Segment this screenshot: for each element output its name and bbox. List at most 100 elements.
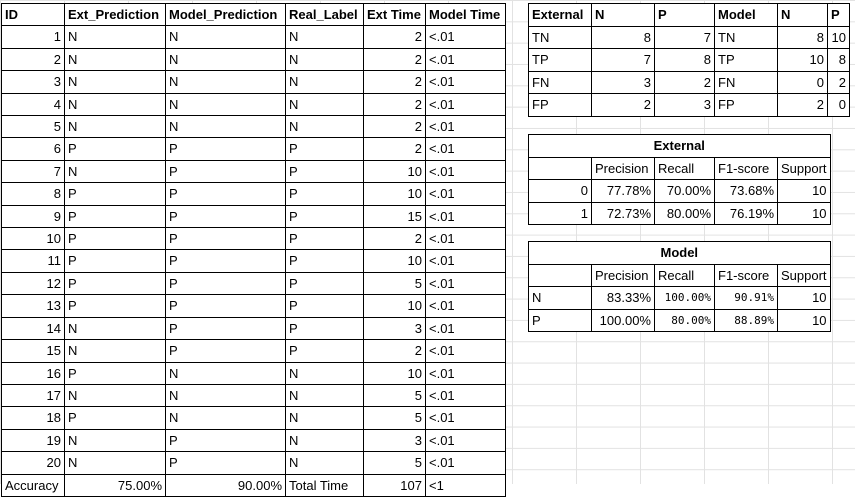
id-cell[interactable]: 18	[1, 406, 65, 430]
metric-label-cell[interactable]: 1	[528, 201, 592, 225]
model-time-cell[interactable]: <.01	[425, 47, 506, 72]
model-prediction-cell[interactable]: P	[165, 204, 286, 229]
id-cell[interactable]: 9	[1, 204, 65, 229]
model-header-recall[interactable]: Recall	[654, 263, 715, 287]
real-label-cell[interactable]: P	[285, 137, 364, 161]
precision-cell[interactable]: 77.78%	[591, 179, 655, 203]
metric-label-cell[interactable]: P	[528, 308, 592, 332]
id-cell[interactable]: 4	[1, 92, 65, 117]
ext-time-cell[interactable]: 10	[363, 249, 426, 273]
model-time-cell[interactable]: <.01	[425, 92, 506, 117]
model-time-cell[interactable]: <.01	[425, 137, 506, 161]
model-prediction-cell[interactable]: P	[165, 271, 286, 296]
ext-prediction-cell[interactable]: P	[64, 249, 166, 273]
support-cell[interactable]: 10	[777, 308, 831, 332]
model-time-cell[interactable]: <.01	[425, 159, 506, 184]
confusion-ext-n-cell[interactable]: 7	[591, 48, 655, 72]
ext-prediction-cell[interactable]: P	[64, 361, 166, 385]
model-time-cell[interactable]: <.01	[425, 70, 506, 94]
real-label-cell[interactable]: N	[285, 70, 364, 94]
ext-prediction-cell[interactable]: N	[64, 92, 166, 117]
confusion-ext-n-cell[interactable]: 8	[591, 25, 655, 49]
ext-prediction-cell[interactable]: P	[64, 294, 166, 318]
precision-cell[interactable]: 83.33%	[591, 286, 655, 310]
ext-time-cell[interactable]: 2	[363, 70, 426, 94]
id-cell[interactable]: 7	[1, 159, 65, 184]
model-time-cell[interactable]: <.01	[425, 294, 506, 318]
model-prediction-cell[interactable]: P	[165, 339, 286, 363]
precision-cell[interactable]: 72.73%	[591, 201, 655, 225]
real-label-cell[interactable]: P	[285, 249, 364, 273]
metric-label-cell[interactable]: N	[528, 286, 592, 310]
support-cell[interactable]: 10	[777, 179, 831, 203]
model-prediction-cell[interactable]: P	[165, 159, 286, 184]
confusion-model-p-cell[interactable]: 0	[827, 93, 850, 117]
real-label-cell[interactable]: P	[285, 271, 364, 296]
model-header-f1[interactable]: F1-score	[714, 263, 778, 287]
ext-prediction-cell[interactable]: N	[64, 316, 166, 341]
confusion-ext-n-cell[interactable]: 3	[591, 70, 655, 94]
ext-prediction-cell[interactable]: P	[64, 204, 166, 229]
model-prediction-cell[interactable]: P	[165, 294, 286, 318]
model-time-cell[interactable]: <.01	[425, 249, 506, 273]
confusion-model-label-cell[interactable]: FN	[714, 70, 778, 94]
confusion-model-p-cell[interactable]: 2	[827, 70, 850, 94]
header-model-time[interactable]: Model Time	[425, 2, 506, 27]
ext-time-cell[interactable]: 2	[363, 25, 426, 49]
recall-cell[interactable]: 80.00%	[654, 201, 715, 225]
real-label-cell[interactable]: N	[285, 383, 364, 408]
confusion-header-model[interactable]: Model	[714, 3, 778, 27]
model-time-cell[interactable]: <.01	[425, 204, 506, 229]
ext-time-cell[interactable]: 15	[363, 204, 426, 229]
ext-time-cell[interactable]: 10	[363, 361, 426, 385]
external-header-support[interactable]: Support	[777, 156, 831, 180]
ext-time-cell[interactable]: 10	[363, 159, 426, 184]
real-label-cell[interactable]: P	[285, 204, 364, 229]
precision-cell[interactable]: 100.00%	[591, 308, 655, 332]
model-metrics-title[interactable]: Model	[528, 241, 831, 265]
support-cell[interactable]: 10	[777, 286, 831, 310]
ext-prediction-cell[interactable]: P	[64, 182, 166, 206]
id-cell[interactable]: 15	[1, 339, 65, 363]
confusion-model-label-cell[interactable]: FP	[714, 93, 778, 117]
model-prediction-cell[interactable]: N	[165, 361, 286, 385]
ext-total-time-cell[interactable]: 107	[363, 473, 426, 497]
ext-time-cell[interactable]: 10	[363, 294, 426, 318]
ext-time-cell[interactable]: 5	[363, 271, 426, 296]
id-cell[interactable]: 17	[1, 383, 65, 408]
confusion-ext-p-cell[interactable]: 8	[654, 48, 715, 72]
real-label-cell[interactable]: N	[285, 451, 364, 475]
id-cell[interactable]: 19	[1, 428, 65, 453]
external-metrics-title[interactable]: External	[528, 134, 831, 158]
model-time-cell[interactable]: <.01	[425, 316, 506, 341]
model-time-cell[interactable]: <.01	[425, 227, 506, 251]
confusion-model-p-cell[interactable]: 8	[827, 48, 850, 72]
recall-cell[interactable]: 100.00%	[654, 286, 715, 310]
ext-time-cell[interactable]: 2	[363, 47, 426, 72]
ext-time-cell[interactable]: 5	[363, 451, 426, 475]
ext-time-cell[interactable]: 2	[363, 137, 426, 161]
ext-prediction-cell[interactable]: P	[64, 271, 166, 296]
ext-time-cell[interactable]: 3	[363, 428, 426, 453]
model-time-cell[interactable]: <.01	[425, 406, 506, 430]
ext-prediction-cell[interactable]: N	[64, 339, 166, 363]
id-cell[interactable]: 3	[1, 70, 65, 94]
confusion-ext-n-cell[interactable]: 2	[591, 93, 655, 117]
id-cell[interactable]: 6	[1, 137, 65, 161]
model-prediction-cell[interactable]: P	[165, 451, 286, 475]
confusion-model-n-cell[interactable]: 10	[777, 48, 828, 72]
f1-score-cell[interactable]: 88.89%	[714, 308, 778, 332]
real-label-cell[interactable]: N	[285, 25, 364, 49]
ext-time-cell[interactable]: 5	[363, 406, 426, 430]
model-accuracy-cell[interactable]: 90.00%	[165, 473, 286, 497]
recall-cell[interactable]: 80.00%	[654, 308, 715, 332]
ext-prediction-cell[interactable]: N	[64, 115, 166, 139]
model-metrics-corner[interactable]	[528, 263, 592, 287]
ext-accuracy-cell[interactable]: 75.00%	[64, 473, 166, 497]
id-cell[interactable]: 1	[1, 25, 65, 49]
confusion-ext-p-cell[interactable]: 2	[654, 70, 715, 94]
ext-time-cell[interactable]: 3	[363, 316, 426, 341]
ext-prediction-cell[interactable]: N	[64, 47, 166, 72]
model-prediction-cell[interactable]: N	[165, 25, 286, 49]
confusion-model-n-cell[interactable]: 8	[777, 25, 828, 49]
